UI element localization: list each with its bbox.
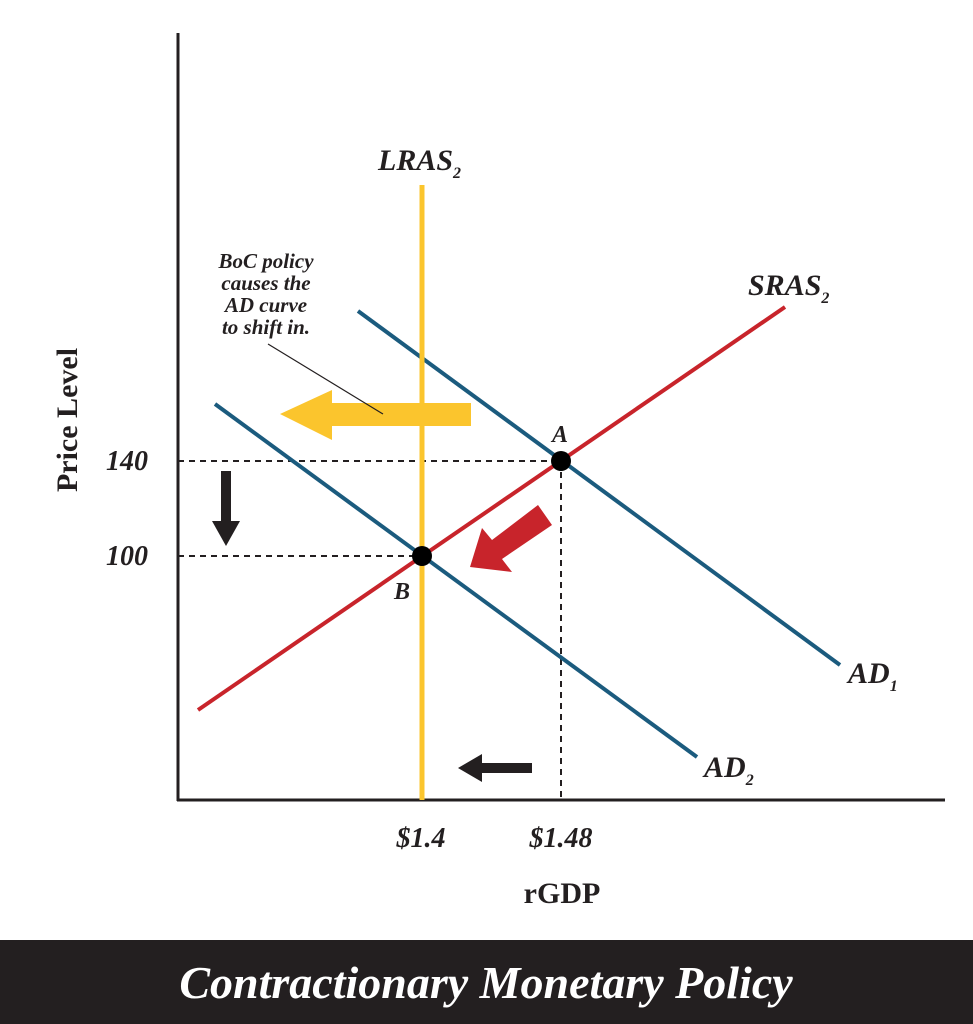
shift-arrow-head <box>280 390 332 440</box>
annotation-line: to shift in. <box>222 315 310 339</box>
ad1-label: AD1 <box>846 657 898 695</box>
x-axis-label: rGDP <box>524 877 601 910</box>
curve-subscript: 2 <box>820 290 829 307</box>
down-arrow-body <box>221 471 231 523</box>
point-b-label: B <box>393 579 410 605</box>
curve-subscript: 1 <box>890 678 898 695</box>
lras-label: LRAS2 <box>377 144 461 182</box>
y-tick-label: 140 <box>106 446 148 477</box>
curve-name: AD <box>846 657 890 690</box>
shift-arrow <box>280 390 471 440</box>
point-a <box>551 451 571 471</box>
curve-subscript: 2 <box>745 772 754 789</box>
x-tick-label: $1.48 <box>529 823 593 854</box>
footer-bar <box>0 940 973 1024</box>
ad2-curve <box>213 402 699 759</box>
footer-title: Contractionary Monetary Policy <box>179 957 793 1008</box>
curve-subscript: 2 <box>452 165 461 182</box>
movement-arrow <box>470 505 552 572</box>
annotation: BoC policy causes the AD curve to shift … <box>217 249 314 339</box>
down-arrow-head <box>212 521 240 546</box>
annotation-line: causes the <box>221 271 310 295</box>
point-a-label: A <box>550 422 568 448</box>
sras-curve <box>196 305 787 712</box>
ad1-curve <box>356 309 842 667</box>
curve-name: LRAS <box>377 144 453 177</box>
x-tick-label: $1.4 <box>396 823 446 854</box>
curve-name: AD <box>702 751 746 784</box>
y-tick-label: 100 <box>106 541 148 572</box>
annotation-line: BoC policy <box>217 249 314 273</box>
annotation-line: AD curve <box>223 293 307 317</box>
left-arrow-head <box>458 754 482 782</box>
left-arrow-body <box>480 763 532 773</box>
curve-name: SRAS <box>748 269 821 302</box>
small-arrows <box>212 471 532 782</box>
annotation-leader <box>267 343 384 415</box>
sras-label: SRAS2 <box>748 269 829 307</box>
shift-arrow-body <box>328 403 471 426</box>
guides <box>178 460 562 800</box>
point-b <box>412 546 432 566</box>
ad2-label: AD2 <box>702 751 754 789</box>
y-axis-label: Price Level <box>51 348 84 492</box>
